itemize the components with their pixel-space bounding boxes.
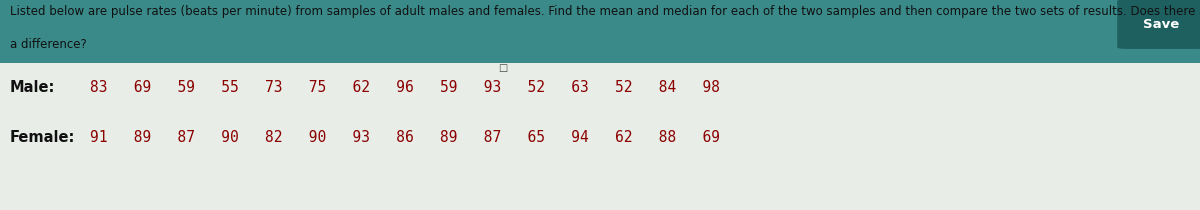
Text: Female:: Female: <box>10 130 74 145</box>
FancyBboxPatch shape <box>0 0 1200 63</box>
Text: 91   89   87   90   82   90   93   86   89   87   65   94   62   88   69: 91 89 87 90 82 90 93 86 89 87 65 94 62 8… <box>90 130 720 145</box>
Text: Listed below are pulse rates (beats per minute) from samples of adult males and : Listed below are pulse rates (beats per … <box>10 5 1200 18</box>
Text: 83   69   59   55   73   75   62   96   59   93   52   63   52   84   98: 83 69 59 55 73 75 62 96 59 93 52 63 52 8… <box>90 80 720 95</box>
Text: Save: Save <box>1144 18 1180 31</box>
Text: a difference?: a difference? <box>10 38 86 51</box>
Text: □: □ <box>498 63 508 73</box>
FancyBboxPatch shape <box>1117 0 1200 49</box>
Text: Male:: Male: <box>10 80 55 95</box>
